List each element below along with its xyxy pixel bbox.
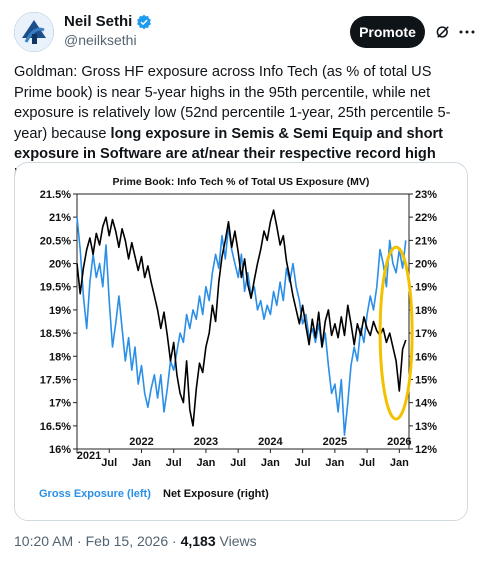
y-right-tick-label: 21% xyxy=(415,235,437,247)
x-tick-label: Jan xyxy=(390,457,409,469)
series-line-gross xyxy=(76,217,407,436)
x-year-label: 2024 xyxy=(258,436,283,448)
author-name-row: Neil Sethi xyxy=(64,13,152,30)
y-left-tick-label: 16% xyxy=(49,444,71,456)
legend-net: Net Exposure (right) xyxy=(163,488,269,500)
legend: Gross Exposure (left) Net Exposure (right… xyxy=(39,488,269,500)
x-tick-label: Jul xyxy=(359,457,375,469)
y-axis-left: 21.5% 21% 20.5% 20% 19.5% 19% 18.5% 18% 17.5% 17%… xyxy=(40,189,77,456)
tweet-date[interactable]: Feb 15, 2026 xyxy=(85,533,169,549)
x-tick-label: Jul xyxy=(295,457,311,469)
highlight-ellipse xyxy=(378,245,414,421)
y-right-tick-label: 14% xyxy=(415,398,437,410)
x-year-label: 2023 xyxy=(194,436,218,448)
y-left-tick-label: 16.5% xyxy=(40,421,71,433)
tweet-text-plain: Goldman: Gross HF exposure across Info T… xyxy=(14,64,451,142)
x-tick-label: Jul xyxy=(230,457,246,469)
separator: · xyxy=(172,533,177,549)
display-name[interactable]: Neil Sethi xyxy=(64,13,133,30)
chart-svg: Prime Book: Info Tech % of Total US Expo… xyxy=(15,163,467,520)
logo-avatar-icon xyxy=(14,12,54,52)
plot-frame xyxy=(76,193,410,450)
grok-icon[interactable] xyxy=(434,23,452,41)
y-right-tick-label: 19% xyxy=(415,282,437,294)
promote-button[interactable]: Promote xyxy=(350,16,425,48)
series-line-net xyxy=(76,209,407,427)
x-tick-label: 2021 xyxy=(77,450,101,462)
y-right-tick-label: 13% xyxy=(415,421,437,433)
y-axis-right: 23% 22% 21% 20% 19% 18% 17% 16% 15% 14% 13% 12% xyxy=(409,189,437,456)
y-left-tick-label: 17.5% xyxy=(40,374,71,386)
tweet-header: Neil Sethi @neilksethi Promote xyxy=(14,10,475,56)
y-left-tick-label: 17% xyxy=(49,398,71,410)
y-right-tick-label: 20% xyxy=(415,259,437,271)
chart-image-card[interactable]: Prime Book: Info Tech % of Total US Expo… xyxy=(14,162,468,521)
x-tick-label: Jan xyxy=(261,457,280,469)
tweet-footer: 10:20 AM · Feb 15, 2026 · 4,183 Views xyxy=(14,533,257,549)
y-left-tick-label: 19% xyxy=(49,305,71,317)
views-count: 4,183 xyxy=(180,533,216,549)
x-year-label: 2025 xyxy=(323,436,347,448)
y-left-tick-label: 19.5% xyxy=(40,282,71,294)
y-right-tick-label: 16% xyxy=(415,351,437,363)
views-label: Views xyxy=(219,533,257,549)
x-tick-label: Jan xyxy=(196,457,215,469)
x-tick-label: Jan xyxy=(132,457,151,469)
y-left-tick-label: 20.5% xyxy=(40,235,71,247)
author-handle[interactable]: @neilksethi xyxy=(64,32,137,48)
series-group xyxy=(76,209,407,436)
x-year-label: 2026 xyxy=(387,436,411,448)
y-left-tick-label: 18.5% xyxy=(40,328,71,340)
y-left-tick-label: 21% xyxy=(49,212,71,224)
x-tick-label: Jul xyxy=(166,457,182,469)
chart-title: Prime Book: Info Tech % of Total US Expo… xyxy=(113,176,370,188)
y-left-tick-label: 20% xyxy=(49,259,71,271)
y-right-tick-label: 23% xyxy=(415,189,437,201)
y-right-tick-label: 22% xyxy=(415,212,437,224)
legend-gross: Gross Exposure (left) xyxy=(39,488,151,500)
x-year-label: 2022 xyxy=(129,436,153,448)
avatar[interactable] xyxy=(14,12,54,52)
y-left-tick-label: 21.5% xyxy=(40,189,71,201)
separator: · xyxy=(77,533,82,549)
more-icon[interactable] xyxy=(458,23,476,41)
y-right-tick-label: 17% xyxy=(415,328,437,340)
tweet-time[interactable]: 10:20 AM xyxy=(14,533,74,549)
y-left-tick-label: 18% xyxy=(49,351,71,363)
y-right-tick-label: 12% xyxy=(415,444,437,456)
x-tick-label: Jul xyxy=(101,457,117,469)
verified-badge-icon xyxy=(137,14,152,29)
y-right-tick-label: 18% xyxy=(415,305,437,317)
y-right-tick-label: 15% xyxy=(415,374,437,386)
annotation-group xyxy=(378,245,414,421)
x-tick-label: Jan xyxy=(325,457,344,469)
